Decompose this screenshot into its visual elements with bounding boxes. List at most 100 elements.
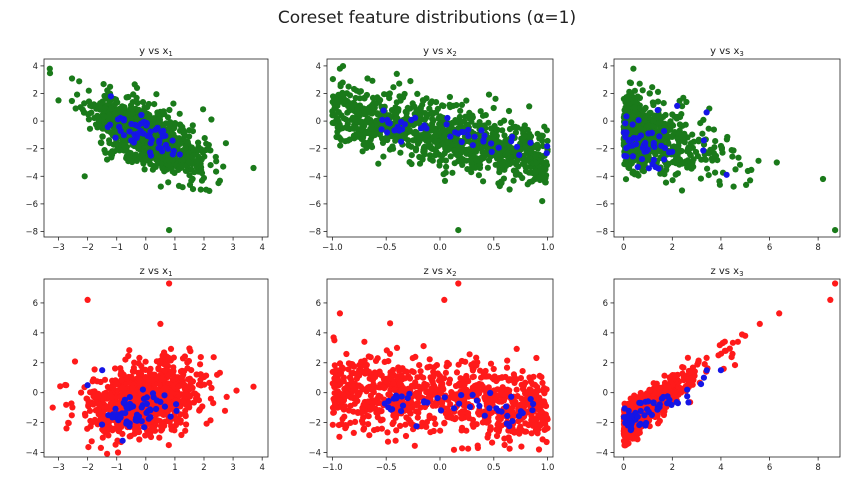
subplot-title: y vs x1	[139, 46, 173, 58]
data-point	[63, 425, 70, 432]
data-point	[374, 110, 381, 117]
data-point	[747, 177, 754, 184]
data-point	[433, 362, 440, 369]
coreset-point	[169, 151, 176, 158]
data-point	[384, 438, 392, 445]
coreset-point	[84, 382, 91, 389]
data-point	[450, 446, 458, 453]
data-point	[541, 426, 548, 433]
data-point	[141, 166, 148, 173]
data-point	[341, 385, 348, 392]
data-point	[416, 362, 423, 369]
data-point	[483, 386, 490, 393]
data-point	[744, 167, 752, 175]
data-point	[432, 147, 439, 155]
data-point	[374, 426, 381, 433]
data-point	[426, 152, 434, 159]
data-point	[330, 409, 337, 416]
data-point	[533, 159, 540, 167]
data-point	[662, 179, 670, 186]
data-point	[365, 353, 372, 360]
coreset-point	[384, 129, 391, 136]
data-point	[136, 436, 143, 443]
data-point	[346, 136, 353, 143]
x-tick-label: 2	[201, 243, 206, 253]
data-point	[213, 168, 220, 175]
data-point	[329, 76, 336, 83]
data-point	[433, 99, 440, 106]
data-point	[510, 177, 517, 184]
data-point	[475, 172, 482, 179]
data-point	[119, 384, 126, 391]
data-point	[385, 375, 392, 383]
data-point	[95, 393, 102, 400]
data-point	[407, 78, 414, 85]
coreset-point	[465, 132, 472, 139]
x-tick-label: 2	[670, 243, 675, 253]
data-point	[384, 133, 391, 141]
data-point	[392, 136, 399, 143]
coreset-point	[130, 139, 137, 146]
data-point	[338, 403, 345, 411]
data-point	[358, 409, 365, 416]
data-point	[99, 133, 106, 140]
data-point	[361, 357, 368, 364]
data-point	[505, 149, 512, 156]
data-point	[401, 90, 408, 98]
data-point	[414, 414, 421, 421]
x-tick-label: 0	[143, 463, 148, 473]
y-tick-label: −2	[25, 419, 38, 429]
data-point	[84, 425, 91, 432]
data-point	[166, 106, 173, 114]
data-point	[649, 84, 656, 91]
data-point	[538, 398, 545, 405]
data-point	[363, 106, 370, 113]
data-point	[336, 65, 343, 72]
data-point	[539, 436, 546, 443]
data-point	[94, 112, 101, 119]
x-tick-label: −3	[52, 463, 65, 473]
data-point	[126, 347, 133, 354]
coreset-point	[391, 127, 398, 134]
data-point	[84, 296, 91, 303]
data-point	[501, 441, 508, 449]
data-point	[712, 169, 719, 176]
data-point	[111, 110, 119, 117]
data-point	[470, 423, 477, 430]
data-point	[426, 142, 433, 149]
y-tick-label: 6	[316, 299, 321, 309]
coreset-point	[112, 134, 119, 141]
data-point	[49, 404, 56, 411]
data-point	[692, 148, 700, 156]
coreset-point	[661, 156, 668, 163]
coreset-point	[378, 126, 385, 133]
data-point	[531, 415, 539, 422]
data-point	[474, 442, 481, 449]
data-point	[131, 367, 138, 374]
data-point	[212, 153, 219, 161]
data-point	[85, 116, 92, 123]
data-point	[200, 174, 207, 182]
y-tick-label: 2	[316, 89, 321, 99]
data-point	[88, 109, 95, 116]
data-point	[458, 101, 465, 108]
coreset-point	[117, 414, 124, 421]
data-point	[68, 400, 75, 407]
data-point	[132, 151, 139, 158]
data-point	[506, 437, 513, 444]
data-point	[190, 146, 197, 153]
data-point	[488, 397, 495, 404]
data-point	[418, 423, 425, 430]
data-point	[159, 165, 166, 172]
data-point	[675, 131, 683, 138]
data-point	[492, 95, 499, 102]
data-point	[631, 171, 638, 178]
data-point	[113, 380, 120, 387]
data-point	[154, 158, 161, 165]
coreset-point	[98, 421, 106, 428]
data-point	[684, 134, 691, 141]
data-point	[142, 366, 149, 373]
data-point	[676, 121, 684, 128]
data-point	[207, 162, 214, 169]
data-point	[426, 105, 433, 112]
